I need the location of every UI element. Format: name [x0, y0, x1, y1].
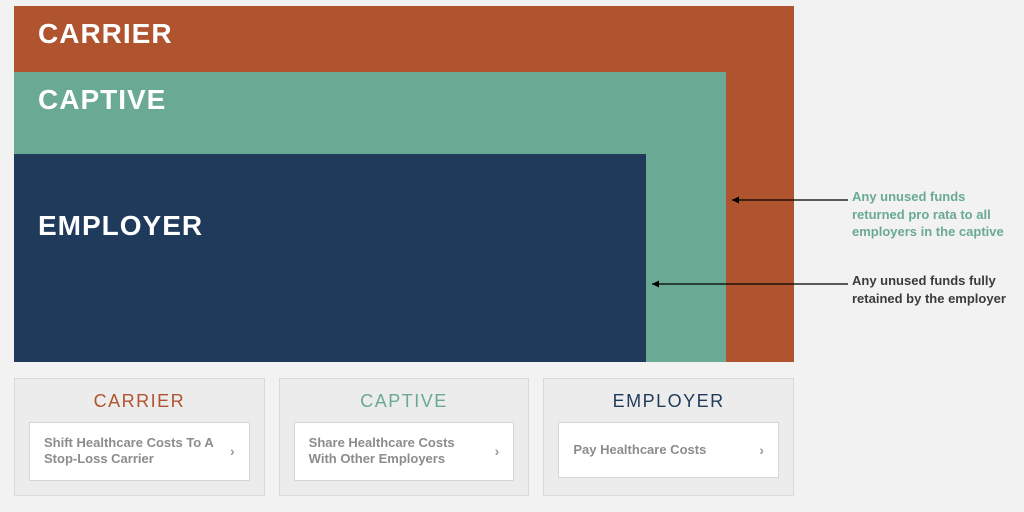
chevron-right-icon: › — [759, 442, 764, 458]
card-employer-desc: Pay Healthcare Costs — [573, 442, 706, 458]
card-captive-desc: Share Healthcare Costs With Other Employ… — [309, 435, 479, 468]
annotation-captive-text: Any unused funds returned pro rata to al… — [852, 189, 1004, 239]
card-carrier-desc: Shift Healthcare Costs To A Stop-Loss Ca… — [44, 435, 214, 468]
layer-captive-label: CAPTIVE — [38, 86, 166, 114]
card-carrier-title: CARRIER — [29, 391, 250, 412]
diagram-canvas: CARRIER CAPTIVE EMPLOYER Any unused fund… — [0, 0, 1024, 512]
card-carrier-body[interactable]: Shift Healthcare Costs To A Stop-Loss Ca… — [29, 422, 250, 481]
card-employer-body[interactable]: Pay Healthcare Costs › — [558, 422, 779, 478]
annotation-captive: Any unused funds returned pro rata to al… — [852, 188, 1012, 241]
chevron-right-icon: › — [495, 443, 500, 459]
layer-employer: EMPLOYER — [14, 154, 646, 362]
annotation-employer-text: Any unused funds fully retained by the e… — [852, 273, 1006, 306]
annotation-employer: Any unused funds fully retained by the e… — [852, 272, 1012, 307]
layer-carrier-label: CARRIER — [38, 20, 173, 48]
card-carrier: CARRIER Shift Healthcare Costs To A Stop… — [14, 378, 265, 496]
card-captive-title: CAPTIVE — [294, 391, 515, 412]
chevron-right-icon: › — [230, 443, 235, 459]
cards-row: CARRIER Shift Healthcare Costs To A Stop… — [14, 378, 794, 496]
card-captive: CAPTIVE Share Healthcare Costs With Othe… — [279, 378, 530, 496]
layer-employer-label: EMPLOYER — [38, 212, 203, 240]
card-employer-title: EMPLOYER — [558, 391, 779, 412]
card-captive-body[interactable]: Share Healthcare Costs With Other Employ… — [294, 422, 515, 481]
card-employer: EMPLOYER Pay Healthcare Costs › — [543, 378, 794, 496]
